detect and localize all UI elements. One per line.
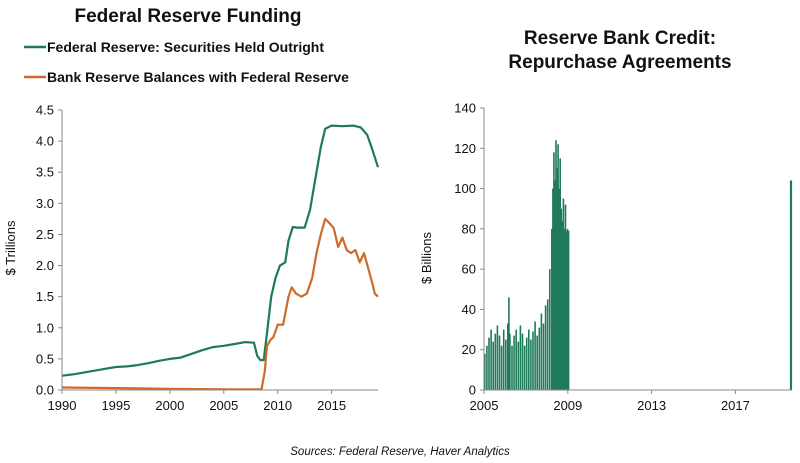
repo-bar [540,313,543,390]
legend-label-reserves: Bank Reserve Balances with Federal Reser… [47,69,349,85]
left-y-axis-label: $ Trillions [3,220,18,275]
legend-label-securities: Federal Reserve: Securities Held Outrigh… [47,39,324,55]
y-tick-label: 4.5 [36,103,54,118]
repo-bar [557,144,559,390]
y-tick-label: 4.0 [36,134,54,149]
repo-bar [490,329,492,390]
repo-bar [549,269,551,390]
y-tick-label: 1.0 [36,320,54,335]
repo-bar [536,335,538,390]
repo-bar [492,341,494,390]
x-tick-label: 1995 [101,398,130,413]
repo-bar [515,329,517,390]
repo-bar [528,329,530,390]
repo-bar [519,325,522,390]
repo-bar [517,341,520,390]
right-y-axis-label: $ Billions [419,231,434,284]
repo-bar [511,345,513,390]
y-tick-label: 0 [469,383,476,398]
right-chart-title-line1: Reserve Bank Credit: [524,28,716,49]
repo-bar [566,228,569,390]
y-tick-label: 120 [454,141,476,156]
repo-bar [525,337,528,390]
reserves-line [61,217,379,391]
repo-bar [546,299,549,390]
repo-bar [530,339,532,390]
repo-bar [509,333,511,390]
left-series-lines [61,124,380,391]
repo-bar [564,204,567,390]
y-tick-label: 40 [462,302,476,317]
repo-bar [562,198,565,390]
repo-bar [544,305,547,390]
y-tick-label: 20 [462,342,476,357]
right-chart-title-line2: Repurchase Agreements [508,52,731,73]
y-tick-label: 3.5 [36,165,54,180]
repo-bar [498,335,501,390]
repo-bar [538,327,541,390]
repo-bar [560,208,563,390]
repo-bar [551,228,553,390]
repo-bar [563,228,566,390]
repo-bar [505,339,507,390]
repo-bar [561,220,564,390]
left-chart: Federal Reserve Funding Federal Reserve:… [3,6,380,414]
left-chart-title: Federal Reserve Funding [74,6,301,27]
y-tick-label: 2.5 [36,227,54,242]
repo-bar [542,323,545,390]
repo-bar [555,140,557,390]
repo-bar [508,297,510,390]
repo-bar [554,180,556,390]
x-tick-label: 1990 [48,398,77,413]
repo-bar [523,345,526,390]
y-tick-label: 100 [454,181,476,196]
repo-bar [494,333,497,390]
repo-bar [486,345,488,390]
x-tick-label: 2010 [263,398,292,413]
x-tick-label: 2015 [317,398,346,413]
x-tick-label: 2005 [209,398,238,413]
repo-bar [534,321,536,390]
repo-bar [532,331,534,390]
repo-bar [565,230,568,390]
repo-bar [556,168,558,390]
repo-bar [521,333,524,390]
y-tick-label: 3.0 [36,196,54,211]
repo-bar [789,180,793,390]
right-chart: Reserve Bank Credit: Repurchase Agreemen… [419,28,793,414]
y-tick-label: 80 [462,221,476,236]
repo-bar [513,335,515,390]
x-tick-label: 2013 [637,398,666,413]
repo-bar [502,329,505,390]
repo-bar [552,188,554,390]
y-tick-label: 140 [454,101,476,116]
right-series-bars [484,140,793,390]
y-tick-label: 0.0 [36,383,54,398]
repo-bar [484,353,486,390]
repo-bar [567,230,570,390]
source-note: Sources: Federal Reserve, Haver Analytic… [290,446,510,458]
x-tick-label: 2005 [470,398,499,413]
y-tick-label: 1.5 [36,289,54,304]
x-tick-label: 2000 [155,398,184,413]
y-tick-label: 0.5 [36,351,54,366]
y-tick-label: 60 [462,262,476,277]
x-tick-label: 2009 [553,398,582,413]
y-tick-label: 2.0 [36,258,54,273]
repo-bar [496,325,499,390]
repo-bar [507,323,509,390]
repo-bar [558,188,560,390]
repo-bar [488,337,490,390]
left-axis-ticks: 0.0 0.5 1.0 1.5 2.0 2.5 3.0 3.5 4.0 4.5 1990 1995 20… [36,103,346,414]
right-axis-ticks: 0 20 40 60 80 100 120 140 2005 2009 2013 2017 [454,101,750,414]
securities-line [61,124,380,377]
legend: Federal Reserve: Securities Held Outrigh… [24,39,349,85]
repo-bar [559,158,561,390]
x-tick-label: 2017 [721,398,750,413]
repo-bar [500,345,503,390]
repo-bar [553,152,555,390]
